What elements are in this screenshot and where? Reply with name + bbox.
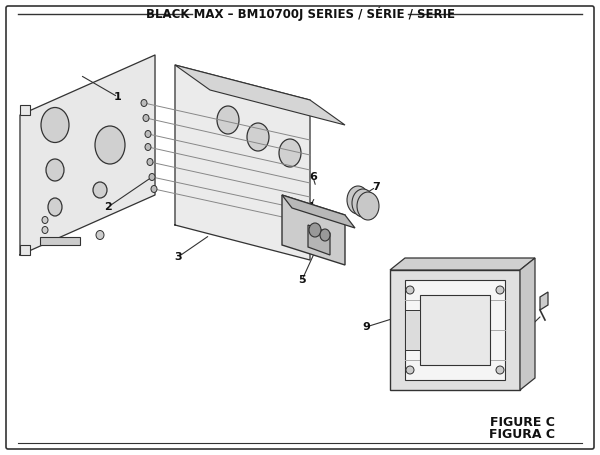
Ellipse shape (406, 366, 414, 374)
Ellipse shape (496, 286, 504, 294)
Polygon shape (390, 258, 535, 270)
Polygon shape (175, 65, 310, 260)
Ellipse shape (41, 107, 69, 142)
Ellipse shape (96, 231, 104, 239)
Ellipse shape (406, 286, 414, 294)
Ellipse shape (279, 139, 301, 167)
Ellipse shape (357, 192, 379, 220)
Ellipse shape (147, 158, 153, 166)
Polygon shape (175, 65, 345, 125)
Ellipse shape (320, 229, 330, 241)
Polygon shape (420, 295, 490, 365)
Text: 5: 5 (298, 275, 306, 285)
Text: 4: 4 (306, 202, 314, 212)
Ellipse shape (42, 217, 48, 223)
Polygon shape (308, 225, 330, 255)
Text: 3: 3 (174, 252, 182, 262)
Ellipse shape (352, 189, 374, 217)
Polygon shape (520, 258, 535, 390)
Ellipse shape (46, 159, 64, 181)
Ellipse shape (247, 123, 269, 151)
Ellipse shape (145, 143, 151, 151)
Polygon shape (282, 195, 355, 228)
Ellipse shape (93, 182, 107, 198)
Text: FIGURA C: FIGURA C (489, 429, 555, 441)
Ellipse shape (496, 366, 504, 374)
Text: 7: 7 (372, 182, 380, 192)
Text: 1: 1 (114, 92, 122, 102)
Text: 8: 8 (502, 345, 510, 355)
Ellipse shape (145, 131, 151, 137)
Polygon shape (390, 270, 520, 390)
Ellipse shape (95, 126, 125, 164)
Text: 9: 9 (362, 322, 370, 332)
Ellipse shape (309, 223, 321, 237)
Polygon shape (540, 292, 548, 310)
Ellipse shape (143, 115, 149, 121)
Polygon shape (20, 245, 30, 255)
Ellipse shape (347, 186, 369, 214)
Text: 2: 2 (104, 202, 112, 212)
Ellipse shape (42, 227, 48, 233)
Ellipse shape (149, 173, 155, 181)
Polygon shape (405, 310, 420, 350)
Text: 5: 5 (281, 238, 289, 248)
Text: BLACK MAX – BM10700J SERIES / SÉRIE / SERIE: BLACK MAX – BM10700J SERIES / SÉRIE / SE… (146, 7, 455, 21)
Text: 6: 6 (309, 172, 317, 182)
Ellipse shape (217, 106, 239, 134)
Polygon shape (40, 237, 80, 245)
Polygon shape (405, 280, 505, 380)
FancyBboxPatch shape (6, 6, 594, 449)
Ellipse shape (48, 198, 62, 216)
Polygon shape (20, 105, 30, 115)
Polygon shape (282, 195, 345, 265)
Ellipse shape (141, 100, 147, 106)
Polygon shape (20, 55, 155, 255)
Text: FIGURE C: FIGURE C (490, 416, 555, 430)
Ellipse shape (151, 186, 157, 192)
